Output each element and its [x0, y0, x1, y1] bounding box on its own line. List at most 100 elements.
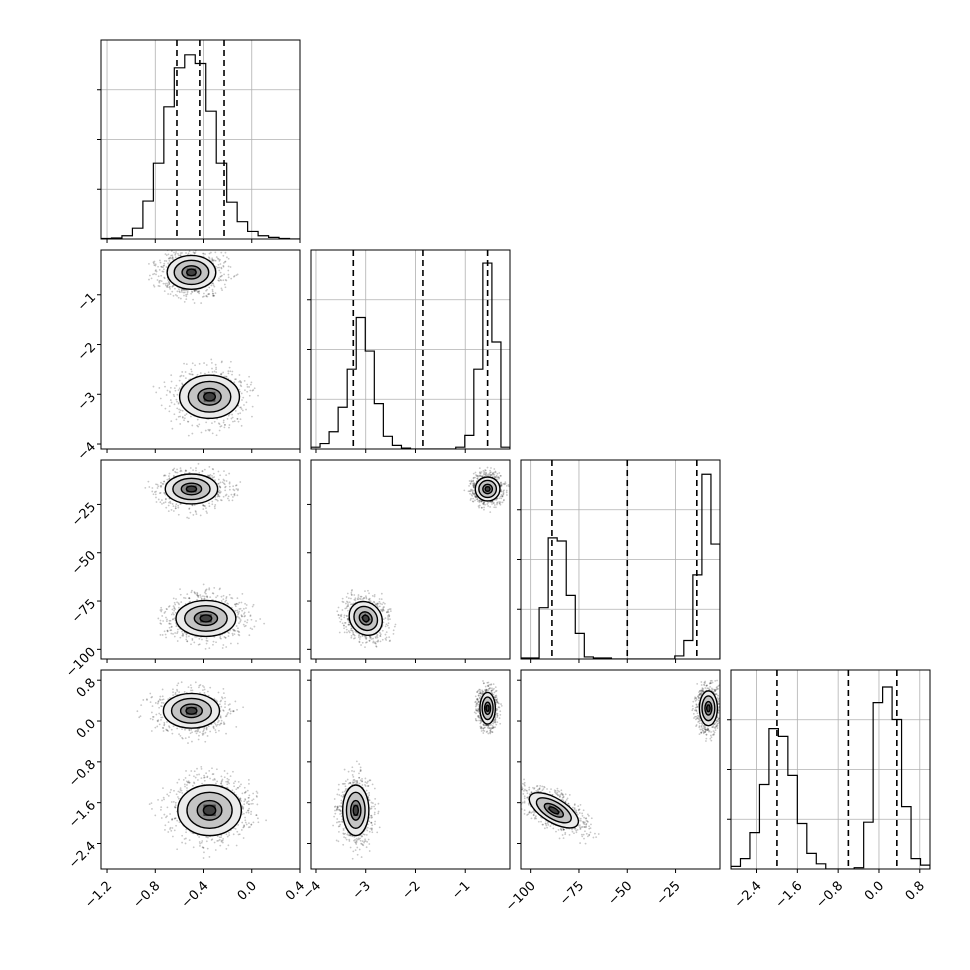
sample-point: [188, 508, 191, 510]
sample-point: [361, 641, 364, 644]
sample-point: [378, 605, 381, 608]
sample-point: [188, 729, 191, 732]
sample-point: [237, 488, 239, 491]
sample-point: [479, 695, 482, 697]
sample-point: [349, 782, 352, 784]
sample-point: [166, 630, 169, 633]
sample-point: [255, 790, 258, 793]
sample-point: [203, 362, 205, 364]
sample-point: [716, 724, 719, 727]
x-tick-label: −0.8: [813, 879, 846, 912]
sample-point: [231, 499, 234, 502]
sample-point: [696, 712, 699, 715]
sample-point: [703, 681, 706, 684]
sample-point: [346, 833, 349, 836]
sample-point: [342, 601, 345, 603]
sample-point: [498, 497, 501, 500]
sample-point: [475, 474, 478, 477]
contour-line-3: [483, 701, 492, 716]
sample-point: [256, 803, 259, 806]
sample-point: [488, 683, 491, 686]
sample-point: [387, 617, 389, 619]
sample-point: [477, 700, 480, 703]
sample-point: [463, 489, 466, 492]
sample-point: [191, 589, 193, 592]
sample-point: [372, 600, 375, 603]
sample-point: [222, 709, 225, 711]
sample-point: [235, 725, 238, 728]
sample-point: [172, 468, 175, 471]
sample-point: [178, 401, 180, 404]
sample-point: [252, 389, 255, 391]
sample-point: [517, 783, 519, 785]
sample-point: [208, 247, 210, 249]
sample-point: [149, 692, 152, 695]
sample-point: [336, 805, 339, 808]
sample-point: [699, 692, 702, 695]
sample-point: [211, 292, 214, 295]
sample-point: [694, 696, 696, 699]
sample-point: [500, 703, 502, 705]
sample-point: [500, 490, 503, 493]
sample-point: [503, 498, 505, 501]
sample-point: [250, 381, 253, 384]
contour-line-4: [199, 614, 213, 623]
sample-point: [238, 833, 241, 836]
sample-point: [150, 802, 153, 804]
sample-point: [386, 624, 389, 627]
sample-point: [381, 609, 384, 612]
sample-point: [230, 642, 232, 645]
sample-point: [364, 785, 367, 787]
sample-point: [170, 629, 173, 632]
sample-point: [215, 641, 217, 644]
sample-point: [470, 488, 472, 491]
sample-point: [184, 842, 187, 845]
sample-point: [489, 732, 492, 735]
sample-point: [205, 364, 208, 366]
sample-point: [482, 503, 485, 506]
sample-point: [165, 636, 167, 639]
sample-point: [196, 373, 199, 376]
sample-point: [199, 731, 201, 733]
sample-point: [204, 590, 207, 593]
sample-point: [521, 788, 524, 791]
sample-point: [160, 280, 163, 283]
sample-point: [185, 837, 187, 840]
sample-point: [717, 702, 720, 705]
sample-point: [211, 367, 213, 370]
sample-point: [346, 778, 349, 781]
sample-point: [152, 385, 155, 388]
sample-point: [713, 733, 715, 735]
sample-point: [172, 725, 175, 728]
sample-point: [353, 637, 355, 640]
sample-point: [166, 389, 169, 392]
sample-point: [489, 729, 492, 732]
sample-point: [167, 504, 170, 507]
sample-point: [183, 294, 185, 297]
sample-point: [517, 806, 519, 808]
sample-point: [168, 283, 171, 286]
sample-point: [477, 699, 479, 701]
sample-point: [361, 840, 364, 843]
sample-point: [160, 718, 162, 721]
sample-point: [162, 268, 165, 271]
sample-point: [225, 480, 228, 482]
contour-line-3: [180, 482, 203, 496]
sample-point: [177, 606, 180, 609]
sample-point: [356, 781, 358, 784]
sample-point: [368, 794, 371, 797]
sample-point: [165, 260, 168, 262]
sample-point: [232, 710, 235, 712]
sample-point: [706, 729, 709, 732]
sample-point: [470, 489, 473, 492]
sample-point: [243, 625, 246, 628]
sample-point: [494, 718, 497, 721]
sample-point: [191, 362, 194, 365]
sample-point: [173, 817, 176, 820]
sample-point: [496, 472, 499, 475]
sample-point: [232, 710, 235, 713]
sample-point: [196, 591, 199, 594]
sample-point: [695, 706, 698, 709]
sample-point: [205, 595, 208, 598]
sample-point: [487, 725, 490, 727]
